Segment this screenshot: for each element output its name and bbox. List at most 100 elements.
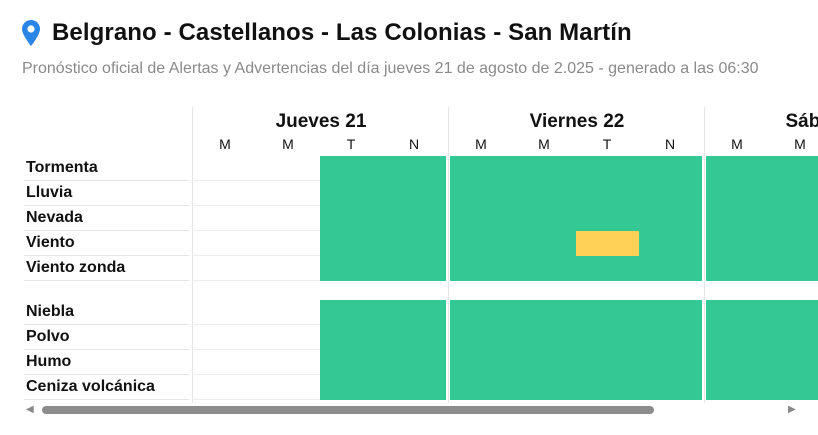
- horizontal-scrollbar[interactable]: ◀ ▶: [24, 401, 800, 419]
- alert-cell-green[interactable]: [513, 300, 577, 325]
- alert-cell-green[interactable]: [639, 375, 702, 400]
- period-label: M: [219, 136, 231, 152]
- scroll-right-icon[interactable]: ▶: [788, 404, 796, 415]
- alert-cell-green[interactable]: [450, 375, 514, 400]
- alert-cell-green[interactable]: [706, 325, 770, 350]
- alert-cell-green[interactable]: [513, 181, 577, 206]
- scrollbar-thumb[interactable]: [42, 406, 654, 414]
- alert-cell-green[interactable]: [576, 375, 640, 400]
- alert-cell-green[interactable]: [320, 375, 384, 400]
- alert-cell-green[interactable]: [450, 181, 514, 206]
- alert-cell-green[interactable]: [383, 181, 446, 206]
- alert-cell-green[interactable]: [639, 350, 702, 375]
- empty-cell-line: [194, 255, 257, 256]
- alert-cell-green[interactable]: [513, 156, 577, 181]
- day-divider: [192, 107, 193, 403]
- row-label: Polvo: [26, 328, 70, 345]
- alert-cell-green[interactable]: [706, 350, 770, 375]
- row-label: Tormenta: [26, 159, 98, 176]
- page-subtitle: Pronóstico oficial de Alertas y Adverten…: [22, 60, 759, 77]
- alert-cell-green[interactable]: [706, 231, 770, 256]
- alert-cell-green[interactable]: [769, 350, 818, 375]
- alert-cell-green[interactable]: [450, 350, 514, 375]
- alert-cell-green[interactable]: [320, 231, 384, 256]
- alert-cell-green[interactable]: [576, 350, 640, 375]
- alert-cell-green[interactable]: [320, 206, 384, 231]
- alert-cell-green[interactable]: [450, 325, 514, 350]
- alert-cell-green[interactable]: [706, 156, 770, 181]
- alert-cell-green[interactable]: [576, 325, 640, 350]
- alert-cell-green[interactable]: [513, 206, 577, 231]
- alert-cell-green[interactable]: [383, 256, 446, 281]
- alert-cell-green[interactable]: [383, 231, 446, 256]
- alert-cell-green[interactable]: [450, 300, 514, 325]
- alert-cell-green[interactable]: [383, 156, 446, 181]
- row-separator: [24, 255, 189, 256]
- alert-cell-green[interactable]: [576, 206, 640, 231]
- alert-cell-green[interactable]: [639, 325, 702, 350]
- alert-cell-green[interactable]: [450, 231, 514, 256]
- alert-cell-green[interactable]: [513, 350, 577, 375]
- empty-cell-line: [194, 205, 257, 206]
- alert-cell-green[interactable]: [320, 300, 384, 325]
- alert-cell-green[interactable]: [769, 300, 818, 325]
- alert-cell-green[interactable]: [639, 231, 702, 256]
- alert-cell-green[interactable]: [639, 206, 702, 231]
- alert-cell-green[interactable]: [706, 181, 770, 206]
- alert-cell-green[interactable]: [513, 256, 577, 281]
- alert-cell-green[interactable]: [513, 375, 577, 400]
- alert-cell-green[interactable]: [383, 206, 446, 231]
- alert-cell-green[interactable]: [320, 350, 384, 375]
- alert-cell-green[interactable]: [576, 156, 640, 181]
- period-label: T: [602, 136, 612, 152]
- row-label: Humo: [26, 353, 72, 370]
- empty-cell-line: [194, 399, 257, 400]
- alert-cell-green[interactable]: [769, 181, 818, 206]
- alert-cell-green[interactable]: [576, 300, 640, 325]
- empty-cell-line: [194, 374, 257, 375]
- alert-cell-green[interactable]: [576, 181, 640, 206]
- alert-cell-green[interactable]: [450, 206, 514, 231]
- empty-cell-line: [194, 230, 257, 231]
- alert-cell-green[interactable]: [769, 325, 818, 350]
- alert-cell-green[interactable]: [706, 256, 770, 281]
- header: Belgrano - Castellanos - Las Colonias - …: [22, 16, 632, 50]
- alert-cell-green[interactable]: [320, 156, 384, 181]
- alert-cell-green[interactable]: [450, 156, 514, 181]
- alert-cell-green[interactable]: [383, 325, 446, 350]
- alert-cell-green[interactable]: [450, 256, 514, 281]
- alert-cell-green[interactable]: [769, 206, 818, 231]
- alert-cell-green[interactable]: [576, 256, 640, 281]
- alert-cell-green[interactable]: [320, 181, 384, 206]
- day-header: Jueves 21: [275, 111, 367, 132]
- alert-cell-green[interactable]: [769, 231, 818, 256]
- empty-cell-line: [194, 180, 257, 181]
- empty-cell-line: [257, 180, 320, 181]
- alert-cell-green[interactable]: [639, 156, 702, 181]
- day-header: Sábado 23: [785, 111, 818, 132]
- scroll-left-icon[interactable]: ◀: [26, 404, 34, 415]
- alert-cell-green[interactable]: [513, 231, 577, 256]
- alert-cell-green[interactable]: [639, 181, 702, 206]
- alert-cell-green[interactable]: [769, 256, 818, 281]
- alert-cell-green[interactable]: [639, 256, 702, 281]
- alert-cell-green[interactable]: [639, 300, 702, 325]
- alert-cell-green[interactable]: [706, 206, 770, 231]
- alert-cell-green[interactable]: [383, 300, 446, 325]
- alert-cell-green[interactable]: [513, 325, 577, 350]
- empty-cell-line: [194, 280, 257, 281]
- alert-cell-green[interactable]: [383, 375, 446, 400]
- alert-cell-green[interactable]: [706, 375, 770, 400]
- alert-cell-green[interactable]: [320, 256, 384, 281]
- alert-cell-green[interactable]: [383, 350, 446, 375]
- empty-cell-line: [257, 280, 320, 281]
- alert-cell-green[interactable]: [769, 156, 818, 181]
- alert-cell-green[interactable]: [769, 375, 818, 400]
- row-separator: [24, 324, 189, 325]
- alert-cell-green[interactable]: [320, 325, 384, 350]
- alert-cell-yellow[interactable]: [576, 231, 640, 256]
- row-label: Viento: [26, 234, 75, 251]
- period-label: M: [538, 136, 550, 152]
- alert-cell-green[interactable]: [706, 300, 770, 325]
- row-separator: [24, 205, 189, 206]
